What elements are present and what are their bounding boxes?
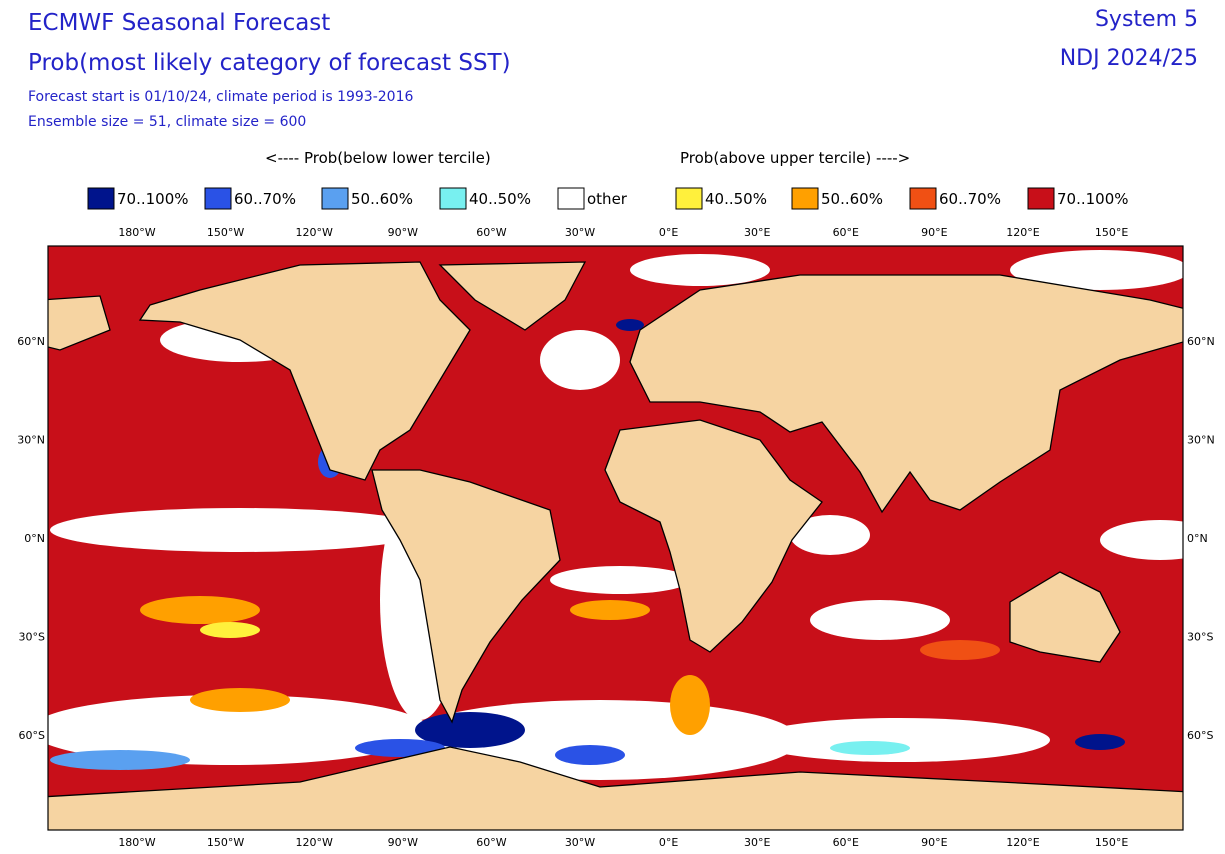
lon-label: 90°W — [388, 836, 418, 849]
lon-label: 30°W — [565, 836, 595, 849]
legend-swatch — [557, 187, 585, 210]
lat-label: 0°N — [1187, 532, 1208, 545]
subtitle: Prob(most likely category of forecast SS… — [28, 50, 511, 76]
lon-label: 30°E — [744, 226, 770, 239]
lat-label: 30°N — [1187, 434, 1215, 447]
lat-label: 30°S — [19, 631, 45, 644]
lat-label: 60°N — [17, 335, 45, 348]
lon-label: 120°E — [1006, 836, 1039, 849]
map-axes: 180°W 180°W 150°W 150°W 120°W 120°W 90°W 90°W 60… — [17, 226, 1214, 849]
legend-above-title: Prob(above upper tercile) ----> — [680, 149, 910, 167]
note: Ensemble size = 51, climate size = 600 — [28, 114, 306, 130]
lon-label: 30°E — [744, 836, 770, 849]
legend-swatch — [1027, 187, 1055, 210]
map-frame — [47, 245, 1184, 831]
legend: 70..100% 60..70% 50..60% 40..50% other 40..50… — [87, 187, 1129, 210]
lon-label: 120°W — [296, 836, 333, 849]
lon-label: 60°E — [833, 226, 859, 239]
legend-label: 70..100% — [1057, 190, 1129, 208]
note: Forecast start is 01/10/24, climate peri… — [28, 89, 413, 105]
legend-swatch — [204, 187, 232, 210]
legend-label: 50..60% — [821, 190, 883, 208]
lon-label: 60°W — [476, 226, 506, 239]
legend-swatch — [675, 187, 703, 210]
lon-label: 180°W — [118, 836, 155, 849]
map — [48, 246, 1183, 830]
lat-label: 60°N — [1187, 335, 1215, 348]
title: ECMWF Seasonal Forecast — [28, 10, 330, 36]
legend-label: 70..100% — [117, 190, 189, 208]
lon-label: 90°E — [921, 836, 947, 849]
legend-below-title: <---- Prob(below lower tercile) — [265, 149, 491, 167]
legend-label: 60..70% — [234, 190, 296, 208]
lon-label: 90°W — [388, 226, 418, 239]
legend-swatch — [791, 187, 819, 210]
legend-label: 40..50% — [469, 190, 531, 208]
lat-label: 30°S — [1187, 631, 1213, 644]
legend-label: other — [587, 190, 628, 208]
legend-label: 40..50% — [705, 190, 767, 208]
lon-label: 150°E — [1095, 226, 1128, 239]
period: NDJ 2024/25 — [1060, 46, 1198, 71]
lon-label: 30°W — [565, 226, 595, 239]
lon-label: 150°W — [207, 836, 244, 849]
lat-label: 0°N — [24, 532, 45, 545]
legend-swatch — [439, 187, 467, 210]
legend-label: 60..70% — [939, 190, 1001, 208]
lon-label: 0°E — [659, 226, 678, 239]
lon-label: 120°E — [1006, 226, 1039, 239]
system: System 5 — [1095, 7, 1198, 32]
lon-label: 0°E — [659, 836, 678, 849]
legend-swatch — [909, 187, 937, 210]
legend-swatch — [321, 187, 349, 210]
lon-label: 150°W — [207, 226, 244, 239]
lon-label: 120°W — [296, 226, 333, 239]
lon-label: 180°W — [118, 226, 155, 239]
lat-label: 30°N — [17, 434, 45, 447]
lat-label: 60°S — [1187, 729, 1213, 742]
legend-label: 50..60% — [351, 190, 413, 208]
lat-label: 60°S — [19, 729, 45, 742]
lon-label: 150°E — [1095, 836, 1128, 849]
lon-label: 90°E — [921, 226, 947, 239]
lon-label: 60°W — [476, 836, 506, 849]
lon-label: 60°E — [833, 836, 859, 849]
legend-swatch — [87, 187, 115, 210]
